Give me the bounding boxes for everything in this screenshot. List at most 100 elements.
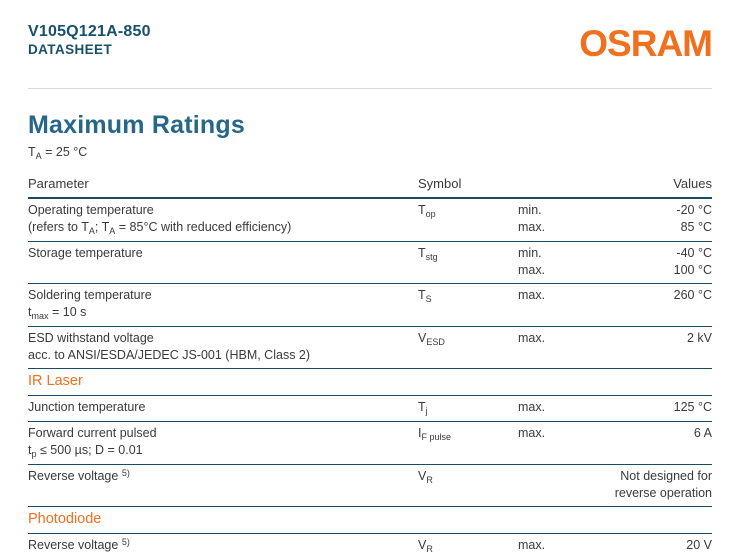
temp-condition: TA = 25 °C [28,145,712,161]
subscript: A [109,226,116,236]
text: t [28,443,32,457]
text: T [418,288,426,302]
limit-cell: min. [518,246,542,260]
parameter-line: (refers to TA; TA = 85°C with reduced ef… [28,219,418,237]
entry-row: max. 125 °C [518,399,712,416]
text: T [418,203,426,217]
text: ESD withstand voltage [28,331,154,345]
text: (refers to T [28,220,89,234]
header-divider [28,88,712,89]
value-cell: 20 V [686,538,712,552]
product-title: V105Q121A-850 [28,23,151,40]
table-row: Reverse voltage 5) VR Not designed for reve… [28,464,712,506]
maximum-ratings-table: Parameter Symbol Values Operating temper… [28,171,712,553]
text: Reverse voltage [28,538,122,552]
table-row: Soldering temperature tmax = 10 s TS max. 26… [28,283,712,326]
table-header-row: Parameter Symbol Values [28,171,712,199]
symbol-cell: Tstg [418,245,518,279]
text: = 10 s [48,305,87,319]
entries-cell: min. -20 °C max. 85 °C [518,202,712,237]
parameter-line: Operating temperature [28,202,418,219]
value-cell: 85 °C [680,220,712,234]
subscript: max [31,311,49,321]
text: T [28,145,36,159]
entries-cell: max. 6 A [518,425,712,460]
parameter-cell: Operating temperature (refers to TA; TA =… [28,202,418,237]
entries-cell: max. 260 °C [518,287,712,322]
text: t [28,305,32,319]
parameter-line: acc. to ANSI/ESDA/JEDEC JS-001 (HBM, Cla… [28,347,418,364]
value-cell: -40 °C [676,246,712,260]
parameter-line: Forward current pulsed [28,425,418,442]
value-cell: 100 °C [673,263,712,277]
parameter-cell: Storage temperature [28,245,418,279]
limit-cell: max. [518,263,546,277]
parameter-line: Storage temperature [28,245,418,262]
table-body: Operating temperature (refers to TA; TA =… [28,199,712,553]
symbol-cell: IF pulse [418,425,518,460]
text: Soldering temperature [28,288,152,302]
entry-row: max. 6 A [518,425,712,442]
limit-cell [518,485,603,502]
table-row: Forward current pulsed tp ≤ 500 µs; D = 0… [28,421,712,464]
text: Reverse voltage [28,469,122,483]
subscript: F pulse [421,432,451,442]
limit-cell: max. [518,538,546,552]
limit-cell: min. [518,203,542,217]
limit-cell: max. [518,331,546,345]
limit-cell: max. [518,426,546,440]
column-header-parameter: Parameter [28,176,89,191]
entries-cell: max. 20 V [518,537,712,553]
value-cell: -20 °C [676,203,712,217]
entry-row: max. 2 kV [518,330,712,347]
entries-cell: min. -40 °C max. 100 °C [518,245,712,279]
subscript: A [88,226,95,236]
section-label: Photodiode [28,511,102,527]
parameter-line: Soldering temperature [28,287,418,304]
text: Operating temperature [28,203,154,217]
entries-cell: Not designed for reverse operation [518,468,712,502]
limit-cell [518,468,603,485]
entry-row: max. 260 °C [518,287,712,304]
entry-row: max. 100 °C [518,262,712,279]
value-cell: 2 kV [686,331,712,345]
subscript: R [426,475,433,485]
doc-type-label: DATASHEET [28,42,113,57]
symbol-cell: TS [418,287,518,322]
text: ≤ 500 µs; D = 0.01 [36,443,143,457]
text: = 85°C with reduced efficiency) [115,220,292,234]
superscript: 5) [121,537,130,547]
entry-row: max. 20 V [518,537,712,553]
text: acc. to ANSI/ESDA/JEDEC JS-001 (HBM, Cla… [28,348,311,362]
limit-cell: max. [518,288,546,302]
parameter-cell: Soldering temperature tmax = 10 s [28,287,418,322]
text: V [418,538,427,552]
symbol-cell: Tj [418,399,518,417]
section-row: Photodiode [28,506,712,533]
subscript: stg [425,252,438,262]
parameter-cell: Reverse voltage 5) [28,468,418,502]
value-cell: 125 °C [673,400,712,414]
text: Storage temperature [28,246,143,260]
superscript: 5) [121,468,130,478]
subscript: j [425,406,428,416]
text: I [418,426,422,440]
parameter-line: tmax = 10 s [28,304,418,322]
table-row: Reverse voltage 5) VR max. 20 V [28,533,712,553]
table-row: Operating temperature (refers to TA; TA =… [28,199,712,241]
parameter-cell: Junction temperature [28,399,418,417]
subscript: p [31,449,37,459]
symbol-cell: Top [418,202,518,237]
column-header-symbol: Symbol [418,176,462,191]
osram-logo: OSRAM [579,23,713,64]
subscript: R [426,544,433,553]
page-title: Maximum Ratings [28,111,245,139]
entry-row: min. -20 °C [518,202,712,219]
symbol-cell: VESD [418,330,518,364]
text: Forward current pulsed [28,426,157,440]
section-row: IR Laser [28,368,712,395]
text: T [418,246,426,260]
parameter-cell: ESD withstand voltage acc. to ANSI/ESDA/J… [28,330,418,364]
parameter-line: tp ≤ 500 µs; D = 0.01 [28,442,418,460]
